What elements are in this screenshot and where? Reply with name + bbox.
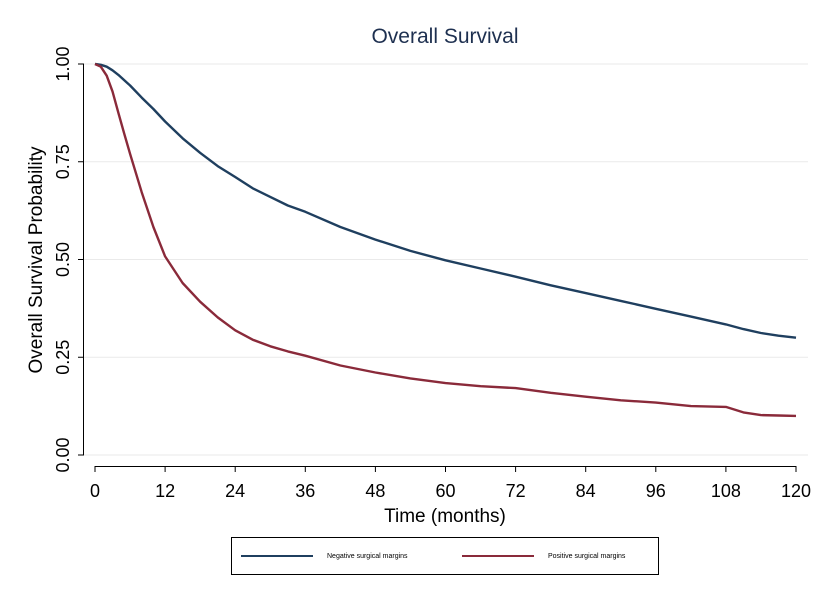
legend: Negative surgical margins Positive surgi… [231,537,659,575]
y-tick-label: 0.00 [53,437,73,472]
x-tick-label: 12 [155,481,175,501]
x-axis-label: Time (months) [384,506,506,527]
x-tick-label: 36 [295,481,315,501]
chart-title: Overall Survival [371,25,518,48]
legend-swatch-negative [241,555,313,557]
y-tick-label: 0.25 [53,340,73,375]
y-tick-label: 1.00 [53,46,73,81]
x-tick-label: 48 [365,481,385,501]
y-tick-label: 0.75 [53,144,73,179]
x-tick-label: 120 [781,481,811,501]
y-axis-ticks: 0.00 0.25 0.50 0.75 1.00 [53,46,84,473]
y-axis-label: Overall Survival Probability [26,146,47,374]
x-tick-label: 24 [225,481,245,501]
x-tick-label: 0 [90,481,100,501]
legend-label-positive: Positive surgical margins [548,552,626,560]
x-tick-label: 108 [711,481,741,501]
x-tick-label: 72 [506,481,526,501]
legend-item-negative: Negative surgical margins [241,538,408,574]
legend-item-positive: Positive surgical margins [462,538,625,574]
x-tick-label: 84 [576,481,596,501]
x-tick-label: 96 [646,481,666,501]
legend-label-negative: Negative surgical margins [327,552,408,560]
series-line-negative [94,62,797,339]
x-tick-label: 60 [435,481,455,501]
x-axis-ticks: 0 12 24 36 48 60 72 84 96 108 120 [90,466,811,501]
series-line-positive [94,62,797,418]
series-lines [94,62,797,418]
y-tick-label: 0.50 [53,242,73,277]
legend-swatch-positive [462,555,534,557]
